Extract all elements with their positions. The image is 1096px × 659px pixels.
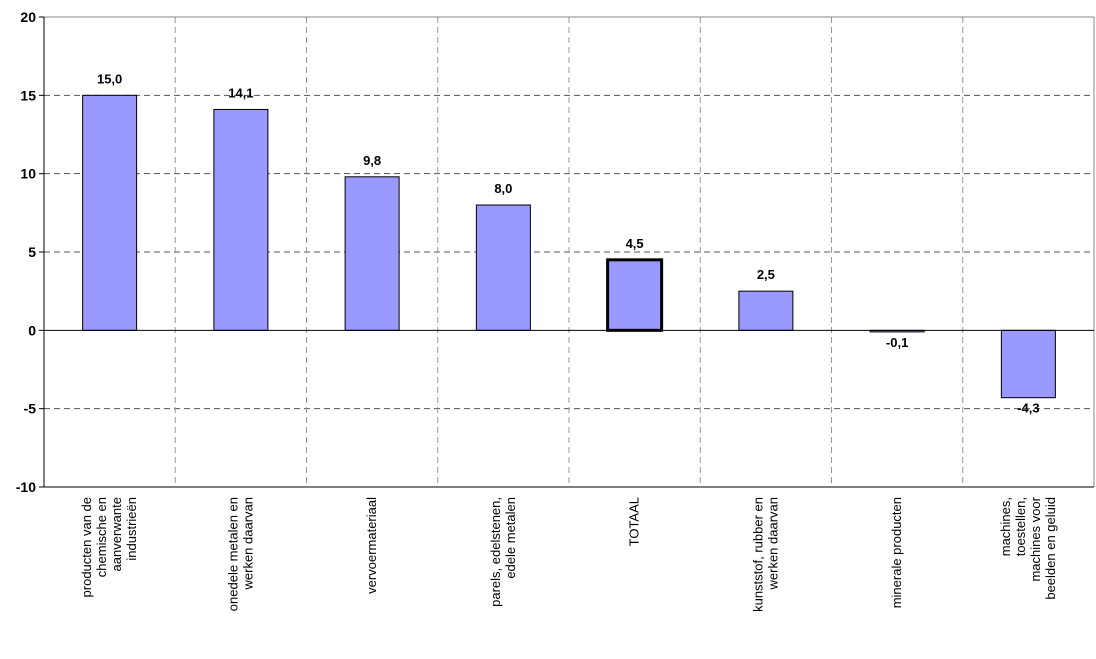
data-label: -4,3 [1017, 401, 1039, 416]
y-tick-label: -5 [24, 401, 37, 417]
y-tick-label: 20 [20, 9, 36, 25]
y-tick-label: 5 [28, 244, 36, 260]
category-label-line: chemische en [94, 497, 109, 577]
category-label: onedele metalen en werken daarvan [225, 497, 255, 611]
bar [606, 258, 664, 332]
category-label-line: parels, edelstenen, [488, 497, 503, 607]
category-label-line: machines voor [1028, 496, 1043, 581]
category-label: kunststof, rubber en werken daarvan [750, 497, 780, 612]
data-label: 2,5 [757, 267, 775, 282]
category-label-line: aanverwante [109, 497, 124, 571]
label-layer: 20 15 10 5 0 -5 -10 15,0 producten van de chemisc… [16, 9, 1058, 612]
category-label: TOTAAL [627, 497, 642, 546]
category-label-line: edele metalen [503, 497, 518, 579]
data-label: -0,1 [886, 335, 908, 350]
category-label: producten van de chemische en aanverwante i… [79, 497, 139, 597]
bar [344, 176, 400, 331]
category-label: parels, edelstenen, edele metalen [488, 497, 518, 607]
bar [213, 108, 269, 331]
category-label-line: kunststof, rubber en [750, 497, 765, 612]
category-label-line: industrieën [124, 497, 139, 561]
category-label: minerale producten [889, 497, 904, 608]
grid-layer [44, 17, 1094, 487]
y-tick-label: -10 [16, 479, 36, 495]
category-label-line: onedele metalen en [225, 497, 240, 611]
bar-layer [82, 94, 1056, 399]
data-label: 4,5 [626, 236, 644, 251]
bar [475, 204, 531, 331]
category-label: machines, toestellen, machines voor beelden… [998, 496, 1058, 599]
category-label-line: werken daarvan [765, 497, 780, 591]
data-label: 8,0 [494, 181, 512, 196]
data-label: 14,1 [228, 85, 253, 100]
y-tick-label: 10 [20, 166, 36, 182]
data-label: 9,8 [363, 153, 381, 168]
category-label: vervoermateriaal [364, 497, 379, 594]
bar [1000, 329, 1056, 399]
category-label-line: TOTAAL [627, 497, 642, 546]
bar [82, 94, 138, 331]
axis-layer [39, 16, 1095, 488]
category-label-line: werken daarvan [240, 497, 255, 591]
category-label-line: beelden en geluid [1043, 497, 1058, 600]
category-label-line: producten van de [79, 497, 94, 597]
category-label-line: toestellen, [1013, 497, 1028, 556]
category-label-line: minerale producten [889, 497, 904, 608]
bar [738, 290, 794, 331]
y-tick-label: 15 [20, 87, 36, 103]
data-label: 15,0 [97, 71, 122, 86]
y-tick-label: 0 [28, 322, 36, 338]
category-label-line: vervoermateriaal [364, 497, 379, 594]
category-label-line: machines, [998, 497, 1013, 556]
